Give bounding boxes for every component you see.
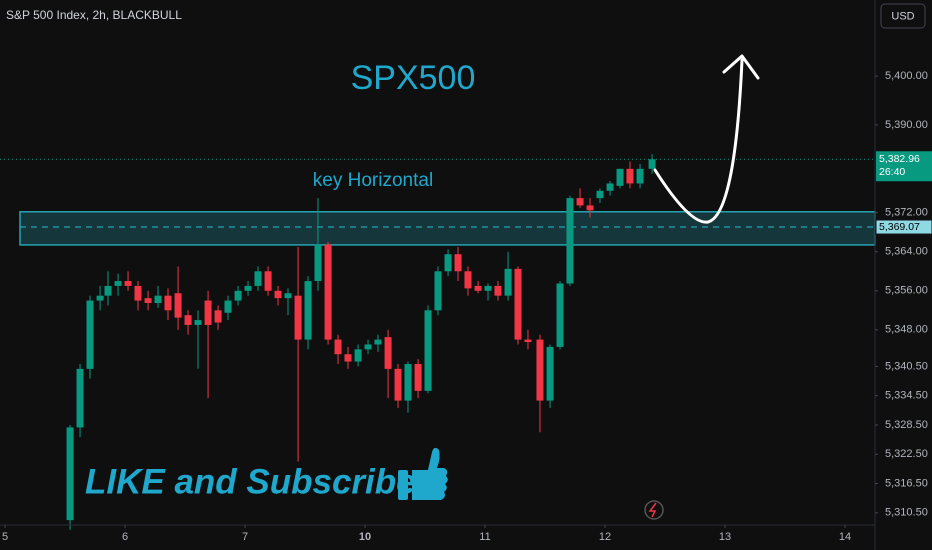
candle-body <box>304 281 312 340</box>
candle-body <box>464 271 472 289</box>
candle-body <box>414 363 422 391</box>
y-tick-label: 5,340.50 <box>885 360 928 372</box>
currency-label[interactable]: USD <box>891 10 914 22</box>
arrow-head <box>722 54 760 80</box>
y-tick-label: 5,356.00 <box>885 285 928 297</box>
candle-body <box>576 198 584 206</box>
replay-icon[interactable] <box>644 500 664 520</box>
zone-annotation: key Horizontal <box>313 170 433 191</box>
x-tick-label: 11 <box>479 531 490 543</box>
x-tick-label: 14 <box>839 531 851 543</box>
y-tick-label: 5,364.00 <box>885 246 928 258</box>
candle-body <box>294 295 302 340</box>
symbol-header: S&P 500 Index, 2h, BLACKBULL <box>6 8 182 22</box>
candle-body <box>626 168 634 184</box>
candle-body <box>214 310 222 323</box>
y-tick-label: 5,316.50 <box>885 477 928 489</box>
candle-body <box>194 320 202 325</box>
candle-body <box>546 346 554 401</box>
candle-body <box>434 271 442 311</box>
y-tick-label: 5,322.50 <box>885 448 928 460</box>
candle-body <box>334 339 342 355</box>
candle-body <box>314 244 322 282</box>
candle-body <box>204 300 212 325</box>
candle-body <box>586 205 594 211</box>
candle-body <box>224 300 232 313</box>
replay-bolt[interactable] <box>648 502 657 518</box>
candle-body <box>514 268 522 340</box>
candle-body <box>284 293 292 299</box>
y-tick-label: 5,348.00 <box>885 324 928 336</box>
candle-body <box>354 349 362 362</box>
candle-body <box>86 300 94 369</box>
level-label-box <box>875 219 932 235</box>
plot-area <box>0 154 876 530</box>
bar-countdown: 26:40 <box>879 166 905 178</box>
y-tick-label: 5,334.50 <box>885 390 928 402</box>
candle-body <box>494 285 502 296</box>
chart-title: SPX500 <box>351 59 476 97</box>
y-tick-label: 5,310.50 <box>885 507 928 519</box>
candle-body <box>444 254 452 272</box>
candle-body <box>96 295 104 301</box>
y-tick-label: 5,400.00 <box>885 70 928 82</box>
candle-body <box>484 285 492 291</box>
candle-body <box>76 368 84 428</box>
candle-body <box>124 281 132 286</box>
candle-body <box>536 339 544 401</box>
key-zone <box>19 211 876 246</box>
candle-body <box>66 427 74 521</box>
last-price-box <box>876 151 932 182</box>
x-tick-label: 13 <box>719 531 731 543</box>
candle-body <box>254 271 262 286</box>
x-tick-label: 5 <box>2 531 8 543</box>
candle-body <box>504 268 512 296</box>
candle-body <box>454 254 462 272</box>
candle-body <box>264 271 272 291</box>
candle-body <box>404 363 412 401</box>
candle-body <box>474 285 482 291</box>
candle-body <box>424 310 432 391</box>
x-tick-label: 6 <box>122 531 128 543</box>
last-price-label: 5,382.96 <box>879 153 920 165</box>
currency-button[interactable] <box>880 3 926 29</box>
thumbs-up-icon <box>398 447 448 500</box>
candle-body <box>566 198 574 284</box>
price-axis: 5,310.50 5,316.50 5,322.50 5,328.50 5,334.50… <box>2 70 932 543</box>
candle-body <box>164 295 172 311</box>
x-tick-label: 12 <box>599 531 611 543</box>
candle-body <box>104 285 112 296</box>
candle-body <box>364 344 372 350</box>
candle-body <box>648 159 656 169</box>
candle-body <box>394 368 402 401</box>
y-tick-label: 5,372.00 <box>885 207 928 219</box>
candle-body <box>636 168 644 184</box>
candle-body <box>144 298 152 303</box>
projection-arrow <box>653 58 744 224</box>
caption: LIKE and Subscribe <box>85 462 416 501</box>
candle-body <box>384 337 392 369</box>
y-tick-label: 5,390.00 <box>885 119 928 131</box>
candle-body <box>184 315 192 325</box>
candle-body <box>596 190 604 199</box>
candle-body <box>274 290 282 299</box>
candle-body <box>524 339 532 343</box>
candle-body <box>344 354 352 362</box>
candle-body <box>134 285 142 301</box>
candle-body <box>374 339 382 345</box>
candle-body <box>556 283 564 347</box>
candle-body <box>616 168 624 186</box>
candle-body <box>234 290 242 301</box>
candle-body <box>324 244 332 340</box>
candle-body <box>244 285 252 291</box>
candle-body <box>154 295 162 303</box>
candle-body <box>174 293 182 318</box>
candle-body <box>606 183 614 191</box>
x-tick-label: 7 <box>242 531 248 543</box>
level-label: 5,369.07 <box>879 221 920 233</box>
candle-body <box>114 281 122 286</box>
x-tick-label: 10 <box>359 531 371 543</box>
y-tick-label: 5,328.50 <box>885 419 928 431</box>
